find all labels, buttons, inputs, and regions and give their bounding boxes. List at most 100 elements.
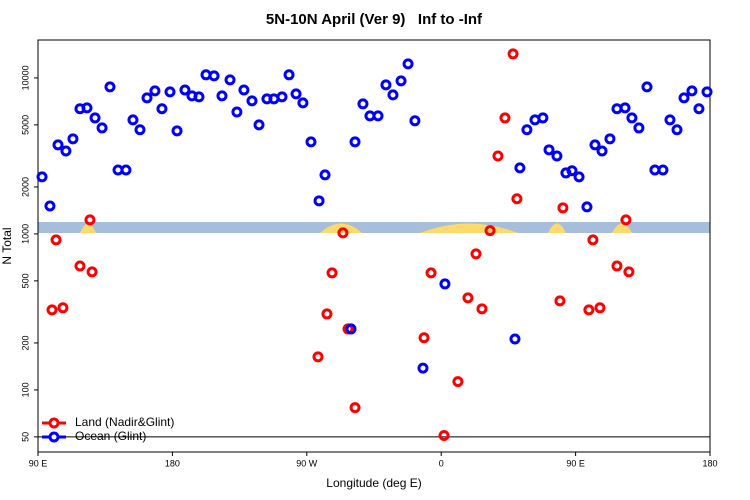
x-axis-label: Longitude (deg E): [326, 476, 421, 490]
data-point: [581, 201, 593, 213]
data-point: [557, 202, 569, 214]
data-point: [50, 234, 62, 246]
data-point: [641, 81, 653, 93]
data-point: [470, 248, 482, 260]
data-point: [492, 150, 504, 162]
data-point: [149, 85, 161, 97]
data-point: [476, 303, 488, 315]
data-point: [380, 79, 392, 91]
data-point: [60, 145, 72, 157]
data-point: [554, 295, 566, 307]
data-point: [418, 332, 430, 344]
data-point: [89, 112, 101, 124]
x-tick-label: 180: [702, 458, 717, 468]
data-point: [357, 98, 369, 110]
data-point: [312, 351, 324, 363]
data-point: [321, 308, 333, 320]
data-point: [395, 75, 407, 87]
map-land: [612, 223, 632, 233]
data-point: [96, 122, 108, 134]
data-point: [387, 89, 399, 101]
map-land: [80, 223, 96, 233]
data-point: [686, 85, 698, 97]
data-point: [537, 112, 549, 124]
data-point: [44, 200, 56, 212]
data-point: [326, 267, 338, 279]
data-point: [521, 124, 533, 136]
legend-label: Ocean (Glint): [75, 429, 146, 443]
data-point: [238, 84, 250, 96]
x-tick-label: 90 E: [29, 458, 48, 468]
data-point: [349, 402, 361, 414]
plot-frame: [37, 39, 711, 453]
x-tick-label: 90 W: [296, 458, 318, 468]
data-point: [193, 91, 205, 103]
data-point: [596, 145, 608, 157]
data-point: [573, 171, 585, 183]
data-point: [224, 74, 236, 86]
data-point: [551, 150, 563, 162]
data-point: [179, 84, 191, 96]
data-point: [509, 333, 521, 345]
data-point: [543, 144, 555, 156]
data-point: [657, 164, 669, 176]
y-tick-label: 500: [20, 273, 30, 288]
data-point: [345, 323, 357, 335]
data-point: [611, 260, 623, 272]
data-point: [462, 292, 474, 304]
chart-title: 5N-10N April (Ver 9) Inf to -Inf: [266, 11, 483, 28]
legend-marker: [48, 431, 60, 443]
data-point: [231, 106, 243, 118]
data-point: [589, 139, 601, 151]
data-point: [425, 267, 437, 279]
data-point: [484, 225, 496, 237]
data-point: [134, 124, 146, 136]
data-point: [81, 102, 93, 114]
data-point: [52, 139, 64, 151]
data-point: [514, 162, 526, 174]
data-point: [402, 58, 414, 70]
data-point: [626, 112, 638, 124]
data-point: [409, 115, 421, 127]
data-point: [511, 193, 523, 205]
data-point: [678, 92, 690, 104]
data-point: [623, 266, 635, 278]
data-point: [305, 136, 317, 148]
map-land: [548, 223, 566, 233]
data-point: [208, 70, 220, 82]
data-point: [604, 133, 616, 145]
data-point: [438, 430, 450, 442]
x-tick-label: 0: [439, 458, 444, 468]
map-strip: [38, 222, 710, 233]
data-point: [619, 102, 631, 114]
data-point: [141, 92, 153, 104]
legend-marker: [48, 417, 60, 429]
data-point: [171, 125, 183, 137]
y-axis-label: N Total: [0, 227, 14, 264]
data-point: [127, 114, 139, 126]
data-point: [349, 136, 361, 148]
data-point: [633, 122, 645, 134]
data-point: [337, 227, 349, 239]
data-point: [164, 86, 176, 98]
data-point: [216, 90, 228, 102]
data-point: [283, 69, 295, 81]
data-point: [46, 304, 58, 316]
y-tick-label: 100: [20, 382, 30, 397]
data-point: [701, 86, 713, 98]
data-point: [290, 88, 302, 100]
data-point: [452, 376, 464, 388]
data-point: [120, 164, 132, 176]
data-point: [104, 81, 116, 93]
y-tick-label: 50: [20, 432, 30, 442]
data-point: [499, 112, 511, 124]
data-point: [74, 260, 86, 272]
data-point: [664, 114, 676, 126]
data-point: [319, 169, 331, 181]
y-tick-label: 10000: [20, 65, 30, 90]
data-point: [297, 97, 309, 109]
x-tick-label: 180: [165, 458, 180, 468]
data-point: [86, 266, 98, 278]
data-point: [439, 278, 451, 290]
